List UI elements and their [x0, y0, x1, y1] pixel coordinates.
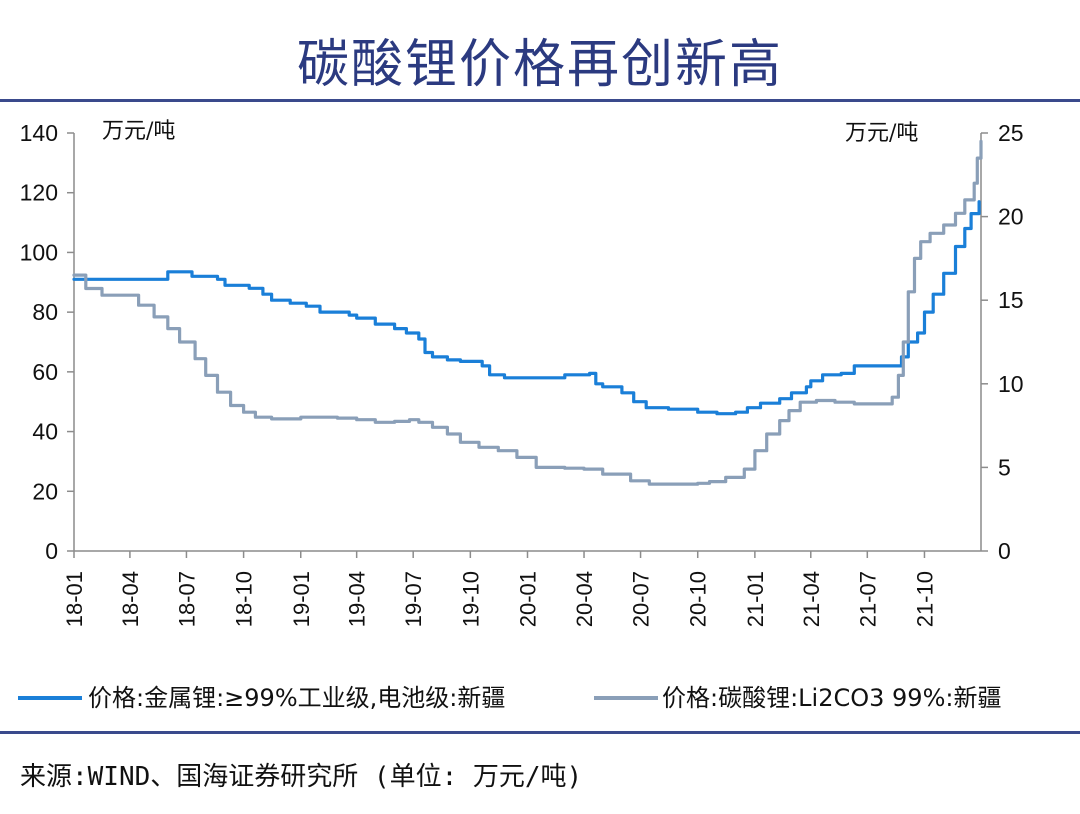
- left-tick-label: 0: [45, 538, 58, 564]
- legend-label: 价格:金属锂:≥99%工业级,电池级:新疆: [88, 684, 505, 712]
- chart-tick-labels: 0 20 40 60 80 100 120 140 0 5 10 15 20 25 18-01 18-04 18…: [20, 120, 1024, 627]
- right-tick-label: 20: [998, 204, 1024, 230]
- chart-axes: [67, 132, 988, 558]
- left-tick-label: 120: [20, 180, 58, 206]
- x-tick-label: 19-04: [345, 571, 370, 627]
- x-tick-label: 18-07: [174, 571, 199, 627]
- footer-divider: [0, 731, 1080, 734]
- left-axis-unit: 万元/吨: [102, 119, 175, 144]
- left-tick-label: 60: [32, 359, 58, 385]
- series-line-lithium-carbonate: [72, 139, 983, 486]
- x-tick-label: 21-01: [743, 571, 768, 627]
- chart-series: [72, 139, 983, 486]
- x-tick-label: 20-04: [572, 571, 597, 627]
- left-tick-label: 140: [20, 120, 58, 146]
- x-tick-label: 21-04: [799, 571, 824, 627]
- source-note: 来源:WIND、国海证券研究所 (单位: 万元/吨): [20, 762, 583, 792]
- x-tick-label: 18-01: [62, 571, 87, 627]
- right-tick-label: 0: [998, 538, 1011, 564]
- title-divider: [0, 99, 1080, 102]
- right-tick-label: 10: [998, 371, 1024, 397]
- left-tick-label: 100: [20, 239, 58, 265]
- x-tick-label: 20-01: [516, 571, 541, 627]
- right-axis-unit: 万元/吨: [845, 121, 918, 146]
- left-tick-label: 40: [32, 419, 58, 445]
- right-tick-label: 5: [998, 454, 1011, 480]
- x-tick-label: 19-01: [289, 571, 314, 627]
- x-tick-label: 20-10: [686, 571, 711, 627]
- left-tick-label: 20: [32, 478, 58, 504]
- right-tick-label: 15: [998, 287, 1024, 313]
- x-tick-label: 21-10: [912, 571, 937, 627]
- x-tick-label: 18-04: [118, 571, 143, 627]
- chart-legend: 价格:金属锂:≥99%工业级,电池级:新疆 价格:碳酸锂:Li2CO3 99%:新…: [18, 684, 1001, 712]
- right-tick-label: 25: [998, 120, 1024, 146]
- left-tick-label: 80: [32, 299, 58, 325]
- x-tick-label: 21-07: [855, 571, 880, 627]
- x-tick-label: 20-07: [629, 571, 654, 627]
- x-tick-label: 19-07: [401, 571, 426, 627]
- legend-label: 价格:碳酸锂:Li2CO3 99%:新疆: [662, 684, 1001, 712]
- x-tick-label: 18-10: [232, 571, 257, 627]
- page-title: 碳酸锂价格再创新高: [296, 35, 783, 95]
- x-tick-label: 19-10: [458, 571, 483, 627]
- series-line-lithium-metal: [72, 200, 981, 416]
